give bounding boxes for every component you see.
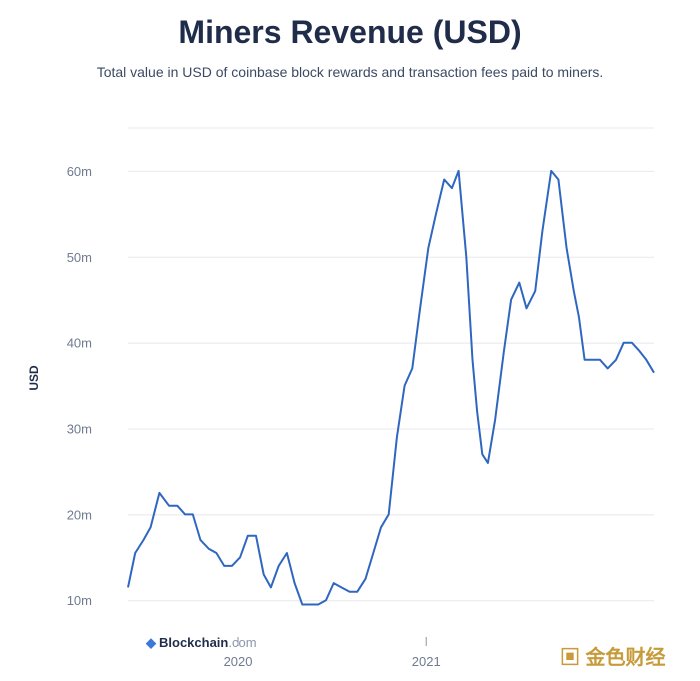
grid-lines bbox=[128, 127, 654, 602]
x-tick-label: 2021 bbox=[412, 654, 441, 669]
y-tick-label: 60m bbox=[67, 164, 92, 179]
y-axis-label: USD bbox=[27, 365, 41, 391]
y-tick-label: 20m bbox=[67, 507, 92, 522]
y-tick-label: 30m bbox=[67, 422, 92, 437]
corner-logo: ▣ 金色财经 bbox=[560, 641, 692, 675]
series-line bbox=[127, 169, 655, 606]
y-tick-label: 40m bbox=[67, 336, 92, 351]
chart-title: Miners Revenue (USD) bbox=[178, 14, 522, 50]
y-tick-label: 10m bbox=[67, 593, 92, 608]
y-tick-label: 50m bbox=[67, 250, 92, 265]
y-axis-ticks: 10m 20m 30m 40m 50m 60m bbox=[67, 164, 92, 608]
x-tick-label: 2020 bbox=[224, 654, 253, 669]
x-axis-ticks: 2020 2021 bbox=[224, 637, 441, 669]
chart-subtitle: Total value in USD of coinbase block rew… bbox=[96, 64, 604, 80]
blockchain-logo-icon: ◆ bbox=[146, 635, 156, 650]
blockchain-watermark: ◆ Blockchain.com bbox=[146, 635, 257, 650]
